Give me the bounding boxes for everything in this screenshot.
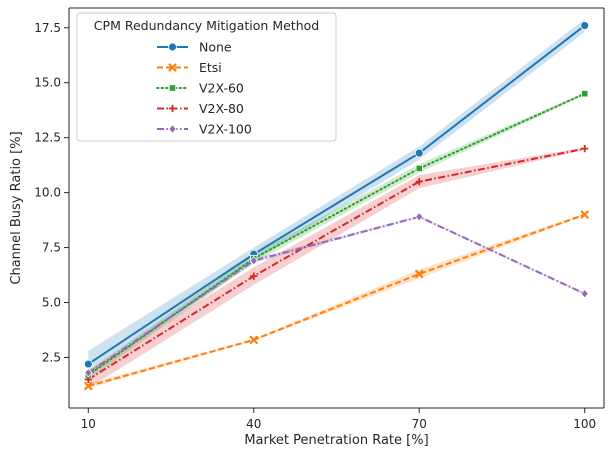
legend-marker-none: [168, 42, 177, 52]
x-tick-label: 70: [412, 417, 427, 431]
legend-label-v2x-60: V2X-60: [199, 81, 244, 96]
x-tick-label: 40: [246, 417, 261, 431]
data-point-v2x-100: [580, 288, 589, 299]
x-axis-label: Market Penetration Rate [%]: [244, 433, 428, 448]
series-line-none: [87, 24, 586, 365]
legend-marker-v2x-60: [168, 84, 177, 92]
legend-label-none: None: [199, 40, 232, 55]
data-point-v2x-60: [581, 90, 589, 98]
legend-marker-v2x-100: [168, 124, 177, 134]
data-point-etsi: [84, 381, 93, 391]
data-point-none: [414, 148, 424, 158]
confidence-band-v2x-80: [88, 147, 585, 389]
axes: 2.5 5.0 7.5 10.0 12.5 15.0 17.5 10 40 70 100 Market…: [9, 7, 605, 448]
series-markers: [83, 21, 590, 391]
legend-title: CPM Redundancy Mitigation Method: [94, 18, 319, 33]
data-point-v2x-80: [415, 178, 423, 186]
data-point-v2x-100: [84, 368, 93, 378]
data-point-v2x-80: [250, 272, 258, 280]
x-tick-label: 10: [81, 417, 96, 431]
series-lines: [87, 24, 586, 387]
series-line-v2x-100: [87, 215, 586, 374]
confidence-band-etsi: [88, 213, 585, 389]
legend-label-v2x-100: V2X-100: [199, 122, 252, 137]
data-point-none: [580, 21, 590, 30]
legend-marker-etsi: [168, 63, 177, 72]
y-tick-label: 12.5: [34, 131, 61, 145]
y-tick-label: 10.0: [34, 186, 61, 200]
legend-box: [76, 12, 337, 142]
legend: CPM Redundancy Mitigation Method None Etsi…: [76, 12, 337, 142]
data-point-v2x-80: [581, 145, 589, 153]
legend-marker-v2x-80: [168, 104, 177, 113]
legend-label-v2x-80: V2X-80: [199, 101, 244, 116]
y-tick-label: 7.5: [42, 241, 61, 255]
y-tick-label: 5.0: [42, 296, 61, 310]
y-tick-label: 17.5: [34, 21, 61, 35]
data-point-etsi: [415, 269, 424, 279]
y-tick-label: 15.0: [34, 76, 61, 90]
data-point-none: [83, 359, 93, 369]
data-point-etsi: [580, 210, 589, 219]
data-point-v2x-60: [415, 164, 423, 173]
y-axis-label: Channel Busy Ratio [%]: [9, 131, 24, 284]
x-tick-label: 100: [573, 417, 596, 431]
series-line-v2x-80: [87, 147, 585, 381]
legend-label-etsi: Etsi: [199, 60, 222, 75]
data-point-v2x-100: [249, 255, 258, 266]
data-point-v2x-100: [415, 211, 424, 222]
series-line-etsi: [88, 213, 586, 387]
data-point-etsi: [249, 335, 258, 344]
y-tick-label: 2.5: [42, 350, 61, 364]
